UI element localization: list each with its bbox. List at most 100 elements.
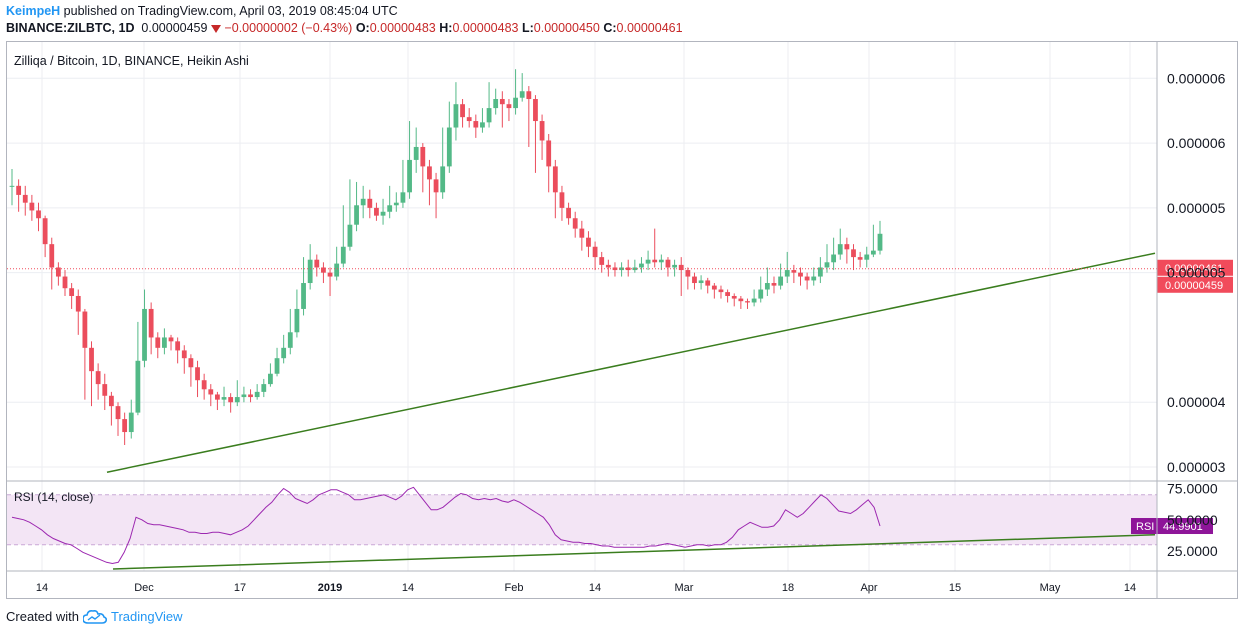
candle-body (758, 289, 764, 299)
candle-body (639, 263, 644, 268)
candles (9, 69, 883, 446)
candle-body (115, 406, 121, 420)
open-value: 0.00000483 (369, 21, 436, 35)
candle-body (314, 259, 320, 268)
symbol-label: BINANCE:ZILBTC, 1D (6, 21, 135, 35)
candle-body (142, 308, 147, 361)
candle-body (506, 104, 512, 109)
candle-body (36, 210, 41, 219)
candle-body (473, 121, 479, 128)
candle-body (824, 262, 830, 268)
candle-body (678, 264, 684, 271)
candle-body (89, 347, 94, 372)
candle-body (566, 207, 571, 219)
candle-body (407, 159, 412, 193)
x-tick-label: 17 (234, 582, 246, 594)
rsi-series-label: RSI (1136, 521, 1154, 533)
created-with-text: Created with (6, 609, 79, 624)
candle-body (195, 367, 200, 381)
x-tick-label: 14 (402, 582, 414, 594)
candle-body (440, 166, 446, 193)
candle-body (102, 384, 108, 396)
candle-body (294, 308, 300, 333)
rsi-band-fill (7, 494, 1157, 545)
candle-body (519, 91, 525, 98)
candle-body (215, 394, 220, 400)
open-label: O: (355, 21, 370, 35)
y-tick-label: 0.000006 (1167, 70, 1226, 86)
low-label: L: (521, 21, 534, 35)
close-value: 0.00000461 (616, 21, 683, 35)
rsi-band (7, 494, 1157, 546)
tradingview-brand[interactable]: TradingView (110, 609, 183, 624)
candle-body (228, 397, 234, 403)
last-price: 0.00000459 (141, 21, 208, 35)
candle-body (16, 185, 22, 195)
candle-body (539, 121, 545, 141)
overlays: 0.00000461 0.00000459 RSI 44.9901 (7, 252, 1233, 570)
chart-frame[interactable] (6, 41, 1238, 599)
change-value: −0.00000002 (−0.43%) (224, 21, 353, 35)
rsi-tick-label: 25.0000 (1167, 543, 1218, 559)
candle-body (466, 117, 472, 122)
candle-body (248, 394, 253, 398)
candle-body (493, 99, 499, 109)
candle-body (480, 122, 485, 128)
candle-body (433, 179, 439, 193)
candle-body (658, 259, 664, 263)
rsi-trendline (112, 534, 1156, 570)
y-tick-label: 0.000004 (1167, 394, 1226, 410)
candle-body (592, 246, 598, 258)
price-tag (1157, 276, 1233, 293)
candle-body (572, 218, 578, 229)
author-link[interactable]: KeimpeH (6, 4, 61, 18)
candle-body (711, 285, 717, 290)
candle-body (281, 347, 287, 359)
x-tick-label: 14 (36, 582, 48, 594)
rsi-value-tag (1157, 518, 1213, 535)
candle-body (579, 228, 585, 238)
candle-body (599, 257, 605, 265)
published-text: published on TradingView.com, April 03, … (63, 4, 398, 18)
candle-body (784, 270, 790, 277)
candle-body (95, 371, 101, 385)
high-label: H: (439, 21, 453, 35)
x-tick-label: May (1040, 582, 1061, 594)
candle-body (62, 276, 68, 289)
y-tick-label: 0.000005 (1167, 200, 1226, 216)
candle-body (546, 140, 552, 167)
candle-body (778, 276, 784, 286)
high-value: 0.00000483 (452, 21, 519, 35)
grid-lines (7, 42, 1157, 571)
candle-body (135, 360, 141, 413)
candle-body (526, 91, 532, 100)
candle-body (400, 192, 406, 203)
candle-body (718, 289, 724, 293)
candle-body (334, 263, 340, 277)
x-tick-label: Feb (505, 582, 524, 594)
candle-body (652, 259, 658, 263)
candle-body (745, 301, 750, 303)
candle-body (387, 205, 393, 212)
candle-body (831, 254, 837, 263)
candle-body (533, 99, 538, 122)
candle-body (877, 233, 883, 251)
candle-body (764, 283, 770, 290)
footer: Created with TradingView (6, 609, 183, 624)
candle-body (420, 146, 426, 167)
candle-body (665, 259, 671, 268)
symbol-ohlc-line: BINANCE:ZILBTC, 1D 0.00000459 −0.0000000… (6, 21, 683, 35)
low-value: 0.00000450 (533, 21, 600, 35)
candle-body (870, 250, 876, 255)
candle-body (751, 298, 757, 303)
candle-body (645, 259, 651, 264)
x-tick-label: Apr (860, 582, 877, 594)
candle-body (705, 280, 711, 286)
candle-body (738, 298, 744, 302)
y-tick-label: 0.000005 (1167, 265, 1226, 281)
candle-body (559, 192, 565, 208)
rsi-series-tag (1131, 518, 1157, 535)
x-tick-label: 14 (1124, 582, 1136, 594)
candle-body (55, 267, 61, 277)
